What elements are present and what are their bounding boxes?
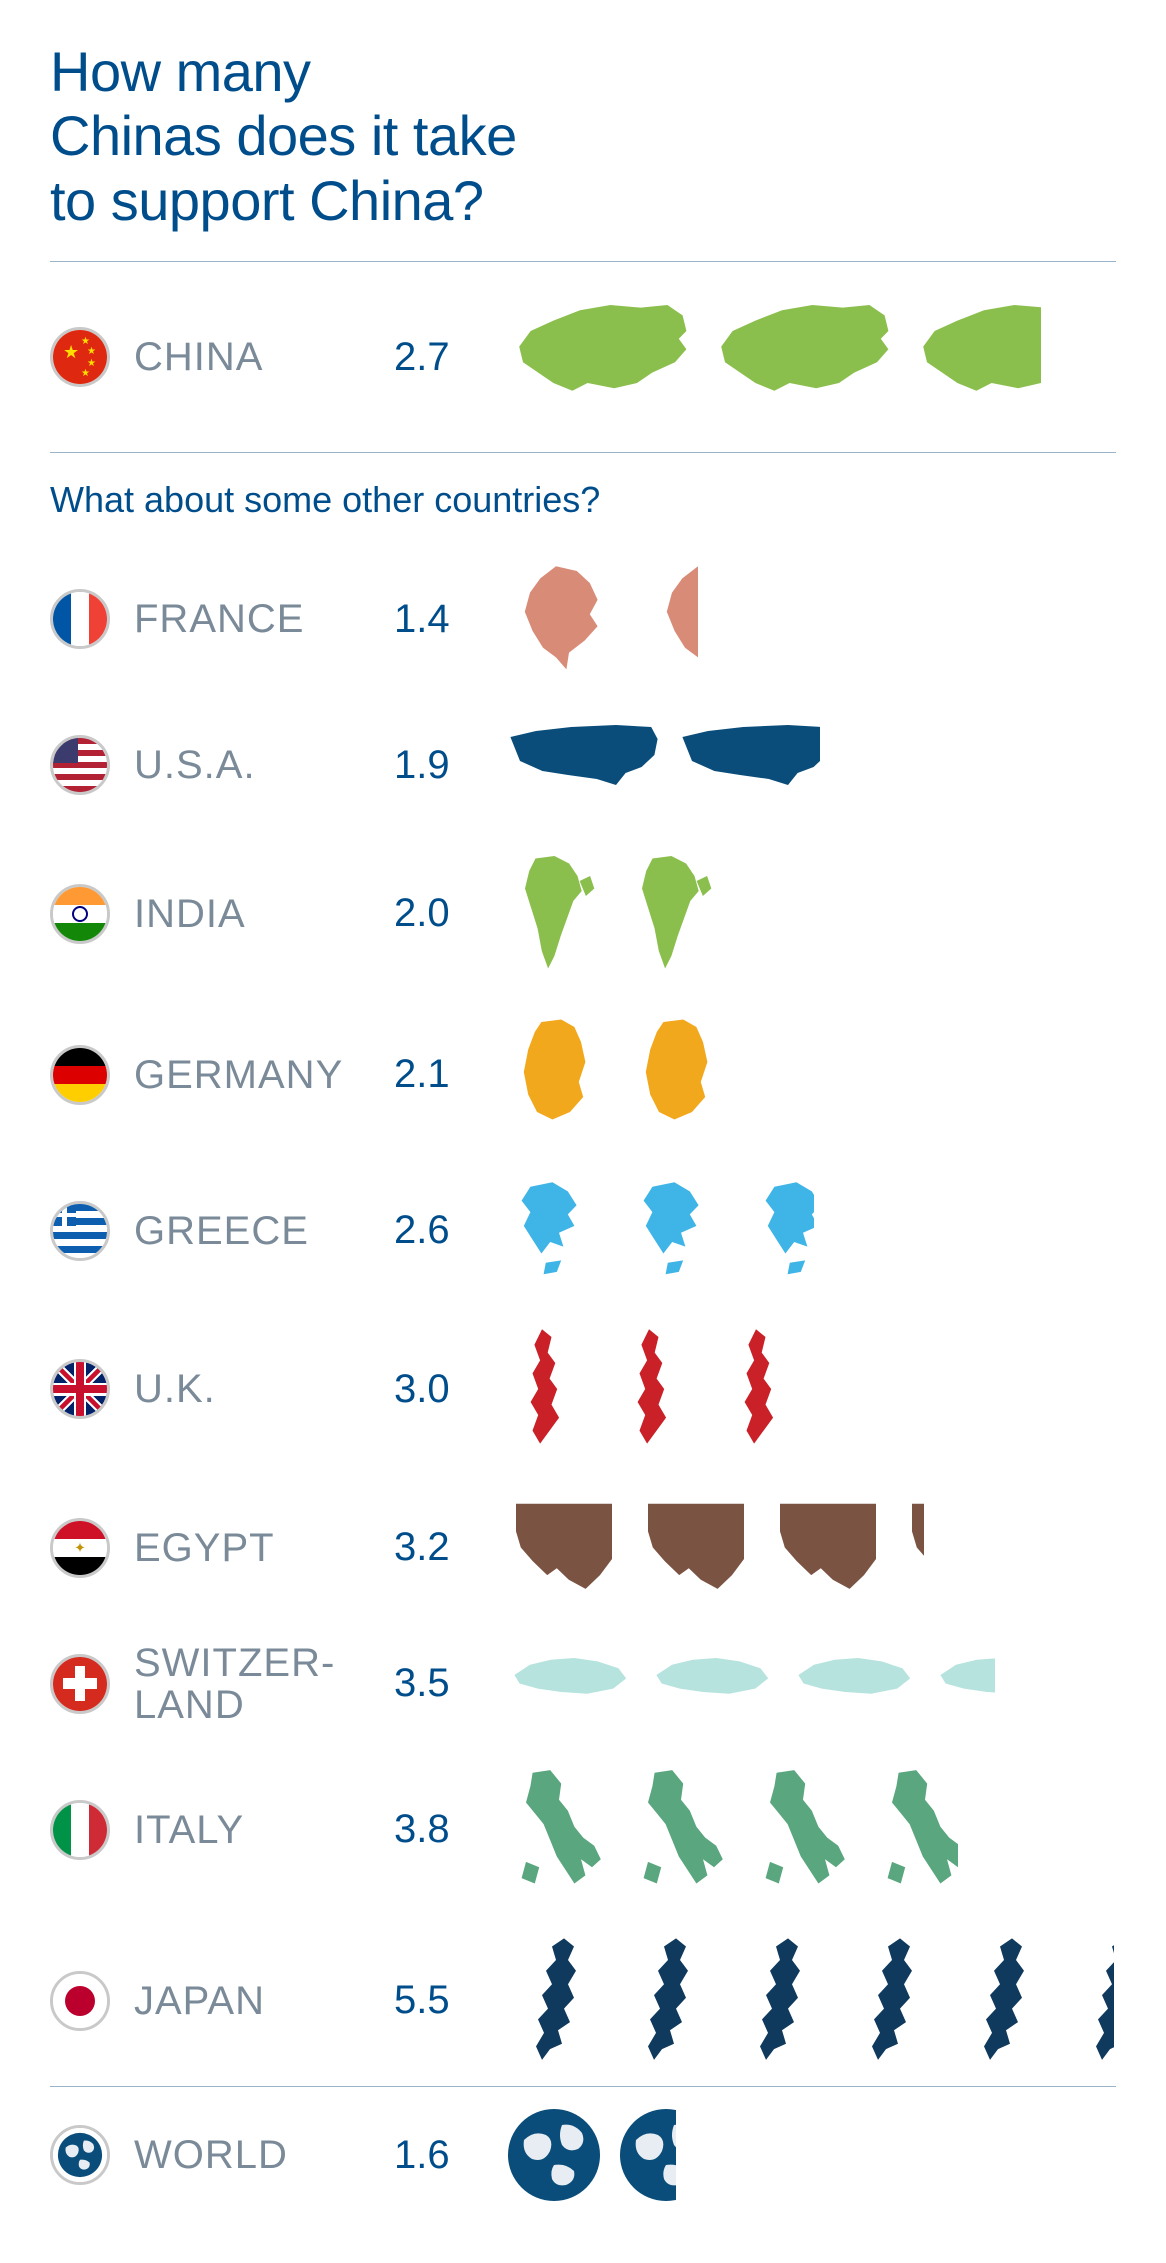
pictogram-strip [504,559,1116,679]
pictogram-strip [504,1012,1116,1137]
country-row: U.S.A. 1.9 [50,697,1116,833]
globe-icon [50,2125,110,2185]
country-row: SWITZER-LAND 3.5 [50,1623,1116,1744]
country-value: 5.5 [394,1978,504,2023]
country-label: U.S.A. [134,744,394,786]
country-value: 3.0 [394,1367,504,1412]
flag-icon [50,1654,110,1714]
pictogram-strip [504,292,1116,422]
country-label: FRANCE [134,598,394,640]
flag-slot [50,884,134,944]
country-value: 1.6 [394,2133,504,2178]
country-row: FRANCE 1.4 [50,541,1116,697]
row-featured: ★ ★ ★ ★ ★ CHINA 2.7 [50,262,1116,452]
flag-icon [50,1201,110,1261]
pictogram-strip [504,851,1116,976]
main-title: How manyChinas does it taketo support Ch… [50,40,1116,233]
country-value: 1.9 [394,743,504,788]
flag-slot [50,1654,134,1714]
pictogram-strip [504,1762,1116,1897]
country-row: ✦ EGYPT 3.2 [50,1472,1116,1623]
country-value: 3.8 [394,1807,504,1852]
country-label: JAPAN [134,1980,394,2022]
pictogram-strip [504,1641,1116,1726]
flag-icon: ★ ★ ★ ★ ★ [50,327,110,387]
countries-list: FRANCE 1.4 U.S.A. 1.9 [50,541,1116,2086]
country-row: JAPAN 5.5 [50,1915,1116,2086]
flag-icon [50,1800,110,1860]
pictogram-strip [504,1324,1116,1454]
country-value: 3.5 [394,1661,504,1706]
flag-slot [50,1800,134,1860]
country-row: U.K. 3.0 [50,1306,1116,1472]
pictogram-strip [504,1490,1116,1605]
flag-slot: ✦ [50,1518,134,1578]
country-label: WORLD [134,2134,394,2176]
flag-icon [50,589,110,649]
flag-icon [50,1971,110,2031]
country-value: 2.0 [394,891,504,936]
country-label: CHINA [134,336,394,378]
flag-icon [50,884,110,944]
country-label: INDIA [134,893,394,935]
country-value: 2.1 [394,1052,504,1097]
flag-slot [50,1201,134,1261]
country-label: EGYPT [134,1527,394,1569]
country-row: INDIA 2.0 [50,833,1116,994]
country-label: U.K. [134,1368,394,1410]
country-label: GERMANY [134,1054,394,1096]
flag-icon: ✦ [50,1518,110,1578]
pictogram-strip [504,715,1116,815]
flag-slot: ★ ★ ★ ★ ★ [50,327,134,387]
flag-icon [50,1045,110,1105]
flag-slot [50,1971,134,2031]
country-value: 3.2 [394,1525,504,1570]
flag-slot [50,589,134,649]
country-label: SWITZER-LAND [134,1642,394,1726]
country-row: GREECE 2.6 [50,1155,1116,1306]
flag-slot [50,1045,134,1105]
country-value: 2.7 [394,335,504,380]
pictogram-strip [504,1933,1116,2068]
country-value: 2.6 [394,1208,504,1253]
flag-icon [50,735,110,795]
pictogram-strip [504,2105,1116,2205]
country-label: ITALY [134,1809,394,1851]
country-value: 1.4 [394,597,504,642]
subheading: What about some other countries? [50,479,1116,521]
country-row: ITALY 3.8 [50,1744,1116,1915]
flag-slot [50,735,134,795]
flag-slot [50,1359,134,1419]
row-world: WORLD 1.6 [50,2087,1116,2223]
flag-icon [50,1359,110,1419]
pictogram-strip [504,1173,1116,1288]
country-label: GREECE [134,1210,394,1252]
divider-featured [50,452,1116,453]
flag-slot [50,2125,134,2185]
country-row: GERMANY 2.1 [50,994,1116,1155]
